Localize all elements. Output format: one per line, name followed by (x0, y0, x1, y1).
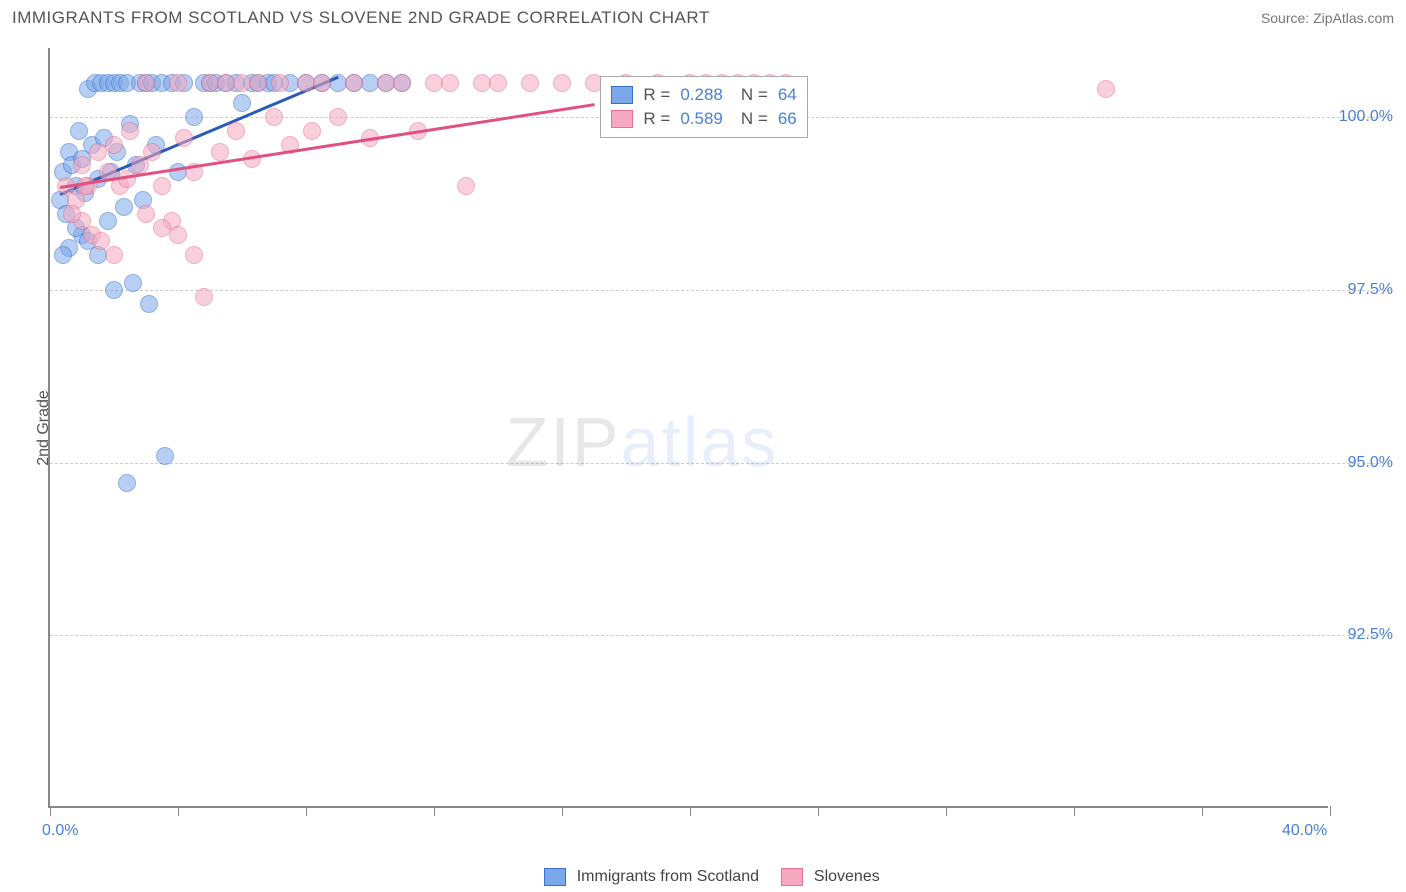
grid-line (50, 463, 1390, 464)
scatter-point (227, 122, 245, 140)
scatter-point (137, 205, 155, 223)
scatter-point (124, 274, 142, 292)
stats-n-label: N = (741, 85, 768, 105)
legend-swatch-slovenes (781, 868, 803, 886)
stats-n-label: N = (741, 109, 768, 129)
x-tick (1202, 806, 1203, 816)
scatter-point (393, 74, 411, 92)
y-tick-label: 97.5% (1348, 281, 1393, 299)
source-label: Source: ZipAtlas.com (1261, 10, 1394, 26)
x-tick (434, 806, 435, 816)
scatter-point (105, 136, 123, 154)
legend-label-scotland: Immigrants from Scotland (577, 868, 759, 885)
scatter-point (63, 205, 81, 223)
scatter-point (329, 108, 347, 126)
x-tick (1330, 806, 1331, 816)
x-tick (562, 806, 563, 816)
scatter-point (105, 281, 123, 299)
scatter-point (54, 246, 72, 264)
scatter-point (489, 74, 507, 92)
scatter-point (249, 74, 267, 92)
stats-swatch (611, 86, 633, 104)
scatter-point (169, 226, 187, 244)
x-tick (818, 806, 819, 816)
scatter-point (118, 474, 136, 492)
stats-swatch (611, 110, 633, 128)
scatter-point (195, 288, 213, 306)
chart-title: IMMIGRANTS FROM SCOTLAND VS SLOVENE 2ND … (12, 8, 710, 28)
scatter-point (105, 246, 123, 264)
x-tick-label: 40.0% (1282, 822, 1327, 840)
trend-line (59, 103, 594, 188)
scatter-point (265, 108, 283, 126)
x-tick (1074, 806, 1075, 816)
scatter-point (76, 177, 94, 195)
scatter-point (233, 94, 251, 112)
scatter-point (303, 122, 321, 140)
scatter-point (156, 447, 174, 465)
x-tick-label: 0.0% (42, 822, 78, 840)
stats-n-value: 66 (778, 109, 797, 129)
scatter-point (211, 143, 229, 161)
scatter-point (118, 170, 136, 188)
scatter-point (313, 74, 331, 92)
legend-swatch-scotland (544, 868, 566, 886)
plot-area: 92.5%95.0%97.5%100.0%0.0%40.0%ZIPatlasR … (48, 48, 1328, 808)
stats-n-value: 64 (778, 85, 797, 105)
scatter-point (115, 198, 133, 216)
stats-row: R = 0.288 N = 64 (611, 83, 796, 107)
scatter-point (153, 177, 171, 195)
x-tick (690, 806, 691, 816)
watermark: ZIPatlas (506, 402, 779, 482)
scatter-point (137, 74, 155, 92)
y-tick-label: 100.0% (1339, 108, 1393, 126)
x-tick (50, 806, 51, 816)
grid-line (50, 290, 1390, 291)
x-tick (946, 806, 947, 816)
x-tick (306, 806, 307, 816)
legend-bottom: Immigrants from Scotland Slovenes (0, 868, 1406, 886)
y-tick-label: 95.0% (1348, 454, 1393, 472)
scatter-point (457, 177, 475, 195)
scatter-point (140, 295, 158, 313)
scatter-point (441, 74, 459, 92)
scatter-point (345, 74, 363, 92)
legend-label-slovenes: Slovenes (814, 868, 880, 885)
stats-r-value: 0.589 (680, 109, 723, 129)
scatter-point (143, 143, 161, 161)
y-tick-label: 92.5% (1348, 626, 1393, 644)
scatter-point (1097, 80, 1115, 98)
scatter-point (73, 156, 91, 174)
x-tick (178, 806, 179, 816)
stats-row: R = 0.589 N = 66 (611, 107, 796, 131)
scatter-point (121, 122, 139, 140)
stats-r-label: R = (643, 109, 670, 129)
scatter-point (553, 74, 571, 92)
stats-box: R = 0.288 N = 64 R = 0.589 N = 66 (600, 76, 807, 138)
stats-r-value: 0.288 (680, 85, 723, 105)
grid-line (50, 635, 1390, 636)
scatter-point (185, 246, 203, 264)
scatter-point (99, 212, 117, 230)
scatter-point (169, 74, 187, 92)
stats-r-label: R = (643, 85, 670, 105)
scatter-point (521, 74, 539, 92)
chart-container: 2nd Grade 92.5%95.0%97.5%100.0%0.0%40.0%… (48, 48, 1388, 808)
scatter-point (185, 108, 203, 126)
scatter-point (271, 74, 289, 92)
scatter-point (175, 129, 193, 147)
